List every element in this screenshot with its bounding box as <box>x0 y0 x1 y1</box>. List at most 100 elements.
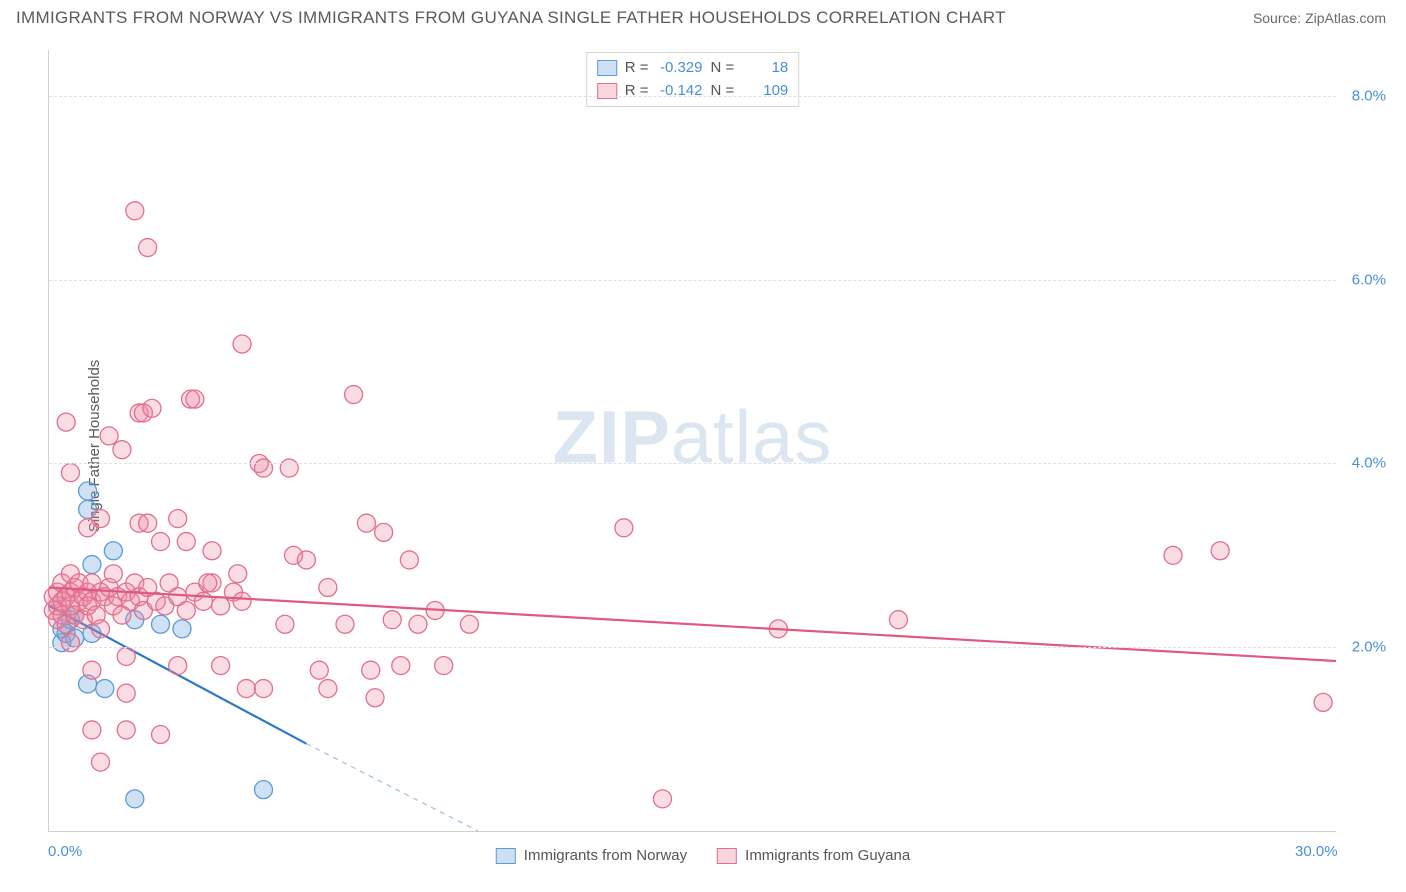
chart-title: IMMIGRANTS FROM NORWAY VS IMMIGRANTS FRO… <box>16 8 1006 28</box>
scatter-point-guyana <box>1164 546 1182 564</box>
scatter-point-guyana <box>1211 542 1229 560</box>
scatter-point-guyana <box>280 459 298 477</box>
scatter-point-norway <box>96 680 114 698</box>
scatter-point-guyana <box>117 647 135 665</box>
scatter-point-norway <box>126 790 144 808</box>
scatter-point-guyana <box>409 615 427 633</box>
legend-swatch <box>597 60 617 76</box>
scatter-point-guyana <box>117 684 135 702</box>
scatter-point-guyana <box>91 620 109 638</box>
y-tick-label: 8.0% <box>1352 87 1386 104</box>
scatter-point-guyana <box>375 523 393 541</box>
trend-line-dashed-norway <box>306 744 478 831</box>
scatter-point-guyana <box>889 611 907 629</box>
scatter-point-guyana <box>152 533 170 551</box>
plot-area: ZIPatlas R =-0.329N =18R =-0.142N =109 2… <box>48 50 1336 832</box>
y-tick-label: 2.0% <box>1352 639 1386 656</box>
scatter-point-guyana <box>383 611 401 629</box>
legend-label: Immigrants from Norway <box>524 847 687 864</box>
scatter-point-norway <box>79 482 97 500</box>
scatter-point-guyana <box>91 753 109 771</box>
legend-item: Immigrants from Guyana <box>717 847 910 864</box>
x-tick-label: 0.0% <box>48 843 82 860</box>
scatter-point-norway <box>255 781 273 799</box>
scatter-point-guyana <box>229 565 247 583</box>
legend-swatch <box>496 848 516 864</box>
n-label: N = <box>711 80 735 103</box>
scatter-point-norway <box>104 542 122 560</box>
scatter-point-guyana <box>319 579 337 597</box>
n-value: 18 <box>742 57 788 80</box>
chart-svg <box>49 50 1336 831</box>
scatter-point-guyana <box>319 680 337 698</box>
scatter-point-guyana <box>169 657 187 675</box>
scatter-point-guyana <box>255 680 273 698</box>
scatter-point-guyana <box>357 514 375 532</box>
trend-line-guyana <box>49 588 1336 662</box>
scatter-point-guyana <box>203 542 221 560</box>
scatter-point-guyana <box>400 551 418 569</box>
scatter-point-guyana <box>233 592 251 610</box>
n-value: 109 <box>742 80 788 103</box>
gridline <box>49 96 1336 97</box>
scatter-point-guyana <box>460 615 478 633</box>
scatter-point-norway <box>83 556 101 574</box>
r-label: R = <box>625 57 649 80</box>
scatter-point-guyana <box>117 721 135 739</box>
gridline <box>49 647 1336 648</box>
scatter-point-guyana <box>255 459 273 477</box>
scatter-point-guyana <box>83 721 101 739</box>
scatter-point-guyana <box>276 615 294 633</box>
scatter-point-guyana <box>310 661 328 679</box>
gridline <box>49 280 1336 281</box>
legend-item: Immigrants from Norway <box>496 847 687 864</box>
scatter-point-guyana <box>345 386 363 404</box>
legend-label: Immigrants from Guyana <box>745 847 910 864</box>
scatter-point-guyana <box>169 510 187 528</box>
scatter-point-guyana <box>392 657 410 675</box>
plot-wrap: ZIPatlas R =-0.329N =18R =-0.142N =109 2… <box>48 50 1386 832</box>
scatter-point-guyana <box>212 597 230 615</box>
scatter-point-guyana <box>139 514 157 532</box>
scatter-point-guyana <box>362 661 380 679</box>
scatter-point-guyana <box>61 634 79 652</box>
source-attribution: Source: ZipAtlas.com <box>1253 10 1386 26</box>
scatter-point-guyana <box>126 202 144 220</box>
scatter-point-guyana <box>615 519 633 537</box>
y-tick-label: 4.0% <box>1352 455 1386 472</box>
scatter-point-guyana <box>1314 693 1332 711</box>
scatter-point-guyana <box>152 726 170 744</box>
scatter-point-norway <box>173 620 191 638</box>
stats-row: R = -0.142 N = 109 <box>597 80 789 103</box>
stats-box: R =-0.329N =18R =-0.142N =109 <box>586 52 800 107</box>
scatter-point-guyana <box>104 565 122 583</box>
x-tick-label: 30.0% <box>1295 843 1338 860</box>
legend-swatch <box>717 848 737 864</box>
scatter-point-guyana <box>212 657 230 675</box>
scatter-point-guyana <box>100 427 118 445</box>
scatter-point-guyana <box>79 519 97 537</box>
r-label: R = <box>625 80 649 103</box>
scatter-point-guyana <box>366 689 384 707</box>
bottom-legend: Immigrants from Norway Immigrants from Gu… <box>496 847 910 864</box>
scatter-point-guyana <box>113 441 131 459</box>
scatter-point-norway <box>152 615 170 633</box>
scatter-point-guyana <box>653 790 671 808</box>
r-value: -0.142 <box>657 80 703 103</box>
scatter-point-guyana <box>199 574 217 592</box>
scatter-point-guyana <box>177 601 195 619</box>
gridline <box>49 463 1336 464</box>
scatter-point-guyana <box>83 661 101 679</box>
scatter-point-guyana <box>297 551 315 569</box>
scatter-point-guyana <box>57 413 75 431</box>
scatter-point-guyana <box>233 335 251 353</box>
scatter-point-guyana <box>435 657 453 675</box>
n-label: N = <box>711 57 735 80</box>
stats-row: R =-0.329N =18 <box>597 57 789 80</box>
scatter-point-guyana <box>186 390 204 408</box>
title-bar: IMMIGRANTS FROM NORWAY VS IMMIGRANTS FRO… <box>0 0 1406 32</box>
scatter-point-guyana <box>177 533 195 551</box>
y-tick-label: 6.0% <box>1352 271 1386 288</box>
scatter-point-guyana <box>61 464 79 482</box>
scatter-point-guyana <box>336 615 354 633</box>
